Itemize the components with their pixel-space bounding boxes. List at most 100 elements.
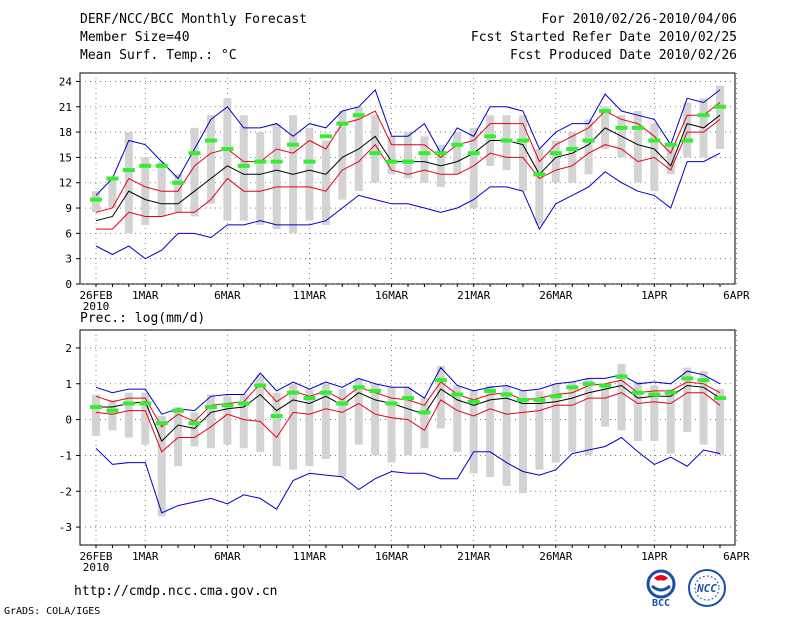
prec-spread-box xyxy=(420,398,429,449)
temp-mean-marker xyxy=(385,159,398,164)
prec-mean-marker xyxy=(369,388,382,393)
prec-spread-box xyxy=(716,389,724,456)
prec-series-max xyxy=(95,436,721,514)
temp-mean-marker xyxy=(500,138,513,143)
prec-mean-marker xyxy=(204,405,217,410)
prec-mean-marker xyxy=(451,392,464,397)
prec-mean-marker xyxy=(582,381,595,386)
temp-spread-box xyxy=(206,115,215,204)
temp-series-max xyxy=(95,152,721,260)
prec-spread-box xyxy=(568,381,577,452)
temp-ytick-label: 9 xyxy=(65,202,72,215)
chart-title: DERF/NCC/BCC Monthly Forecast xyxy=(80,12,307,27)
temp-spread-box xyxy=(453,132,462,175)
forecast-period: For 2010/02/26-2010/04/06 xyxy=(541,12,737,27)
temp-mean-marker xyxy=(599,108,612,113)
temp-ytick-label: 18 xyxy=(59,126,72,139)
prec-xtick-label: 6MAR xyxy=(214,550,241,563)
temp-mean-marker xyxy=(188,151,201,156)
prec-ytick-label: 0 xyxy=(65,414,72,427)
temp-mean-marker xyxy=(615,125,628,130)
prec-spread-box xyxy=(92,394,100,436)
temp-mean-marker xyxy=(352,113,365,118)
temp-series-q_high xyxy=(95,102,721,213)
temp-mean-marker xyxy=(566,146,579,151)
prec-spread-box xyxy=(124,392,133,438)
prec-xtick-label: 6APR xyxy=(723,550,750,563)
temp-spread-box xyxy=(371,115,380,183)
prec-spread-box xyxy=(354,378,363,445)
prec-spread-box xyxy=(518,390,527,494)
prec-spread-box xyxy=(502,385,511,486)
prec-mean-marker xyxy=(122,401,135,406)
source-url[interactable]: http://cmdp.ncc.cma.gov.cn xyxy=(74,584,278,599)
temp-mean-marker xyxy=(467,151,480,156)
prec-spread-box xyxy=(633,381,642,442)
temp-spread-box xyxy=(190,127,199,217)
prec-mean-marker xyxy=(402,396,414,401)
prec-mean-marker xyxy=(385,401,398,406)
prec-mean-marker xyxy=(484,388,497,393)
temp-mean-marker xyxy=(270,159,283,164)
temp-spread-box xyxy=(92,191,100,213)
prec-mean-marker xyxy=(172,408,185,413)
prec-mean-marker xyxy=(533,397,546,402)
prec-mean-marker xyxy=(681,376,694,381)
prec-spread-box xyxy=(108,399,117,431)
temp-mean-marker xyxy=(287,142,300,147)
prec-xtick-label: 1APR xyxy=(641,550,668,563)
prec-ytick-label: 1 xyxy=(65,378,72,391)
temp-mean-marker xyxy=(204,138,217,143)
ncc-logo-text: NCC xyxy=(696,582,717,595)
temp-spread-box xyxy=(666,144,675,175)
prec-mean-marker xyxy=(599,383,612,388)
prec-mean-marker xyxy=(270,414,283,418)
prec-spread-box xyxy=(666,389,675,454)
temp-spread-box xyxy=(321,140,330,225)
prec-xtick-label: 26FEB xyxy=(79,550,112,563)
prec-spread-box xyxy=(157,416,166,517)
grads-credit: GrADS: COLA/IGES xyxy=(4,606,101,617)
temp-spread-box xyxy=(469,127,478,209)
prec-spread-box xyxy=(617,364,626,431)
prec-mean-marker xyxy=(237,401,250,406)
temp-mean-marker xyxy=(221,146,234,151)
temp-series-q_low xyxy=(96,119,721,230)
temp-spread-box xyxy=(239,115,248,221)
temp-ytick-label: 3 xyxy=(65,253,72,266)
prec-mean-marker xyxy=(336,401,349,406)
variable-label: Mean Surf. Temp.: °C xyxy=(80,48,237,63)
temp-xtick-label: 26FEB xyxy=(79,289,112,302)
temp-mean-marker xyxy=(106,176,119,181)
temp-xtick-label: 1APR xyxy=(641,289,668,302)
bcc-logo-icon: BCC xyxy=(646,569,676,609)
temp-spread-box xyxy=(256,132,265,225)
temp-xtick-label: 21MAR xyxy=(457,289,490,302)
prec-mean-marker xyxy=(221,403,234,408)
temp-mean-marker xyxy=(402,159,414,164)
prec-spread-box xyxy=(486,385,495,477)
prec-spread-box xyxy=(584,378,593,456)
temp-spread-box xyxy=(502,115,511,171)
temp-spread-box xyxy=(683,102,692,158)
prec-spread-box xyxy=(453,385,462,452)
prec-ytick-label: -1 xyxy=(59,449,72,462)
prec-spread-box xyxy=(239,394,248,449)
refer-date: Fcst Started Refer Date 2010/02/25 xyxy=(470,30,737,45)
temp-xtick-label: 6APR xyxy=(723,289,750,302)
prec-spread-box xyxy=(305,389,314,467)
member-size: Member Size=40 xyxy=(80,30,190,45)
temp-spread-box xyxy=(716,85,724,149)
prec-mean-marker xyxy=(697,378,710,383)
temp-ytick-label: 15 xyxy=(59,151,72,164)
prec-spread-box xyxy=(338,389,347,477)
prec-spread-box xyxy=(371,383,380,456)
temp-mean-marker xyxy=(697,113,710,118)
prec-mean-marker xyxy=(500,392,513,397)
prec-mean-marker xyxy=(648,392,661,397)
temp-ytick-label: 12 xyxy=(59,177,72,190)
prec-title: Prec.: log(mm/d) xyxy=(80,311,205,326)
temp-xtick-label: 1MAR xyxy=(132,289,159,302)
temp-ytick-label: 24 xyxy=(59,75,73,88)
prec-mean-marker xyxy=(139,401,152,406)
